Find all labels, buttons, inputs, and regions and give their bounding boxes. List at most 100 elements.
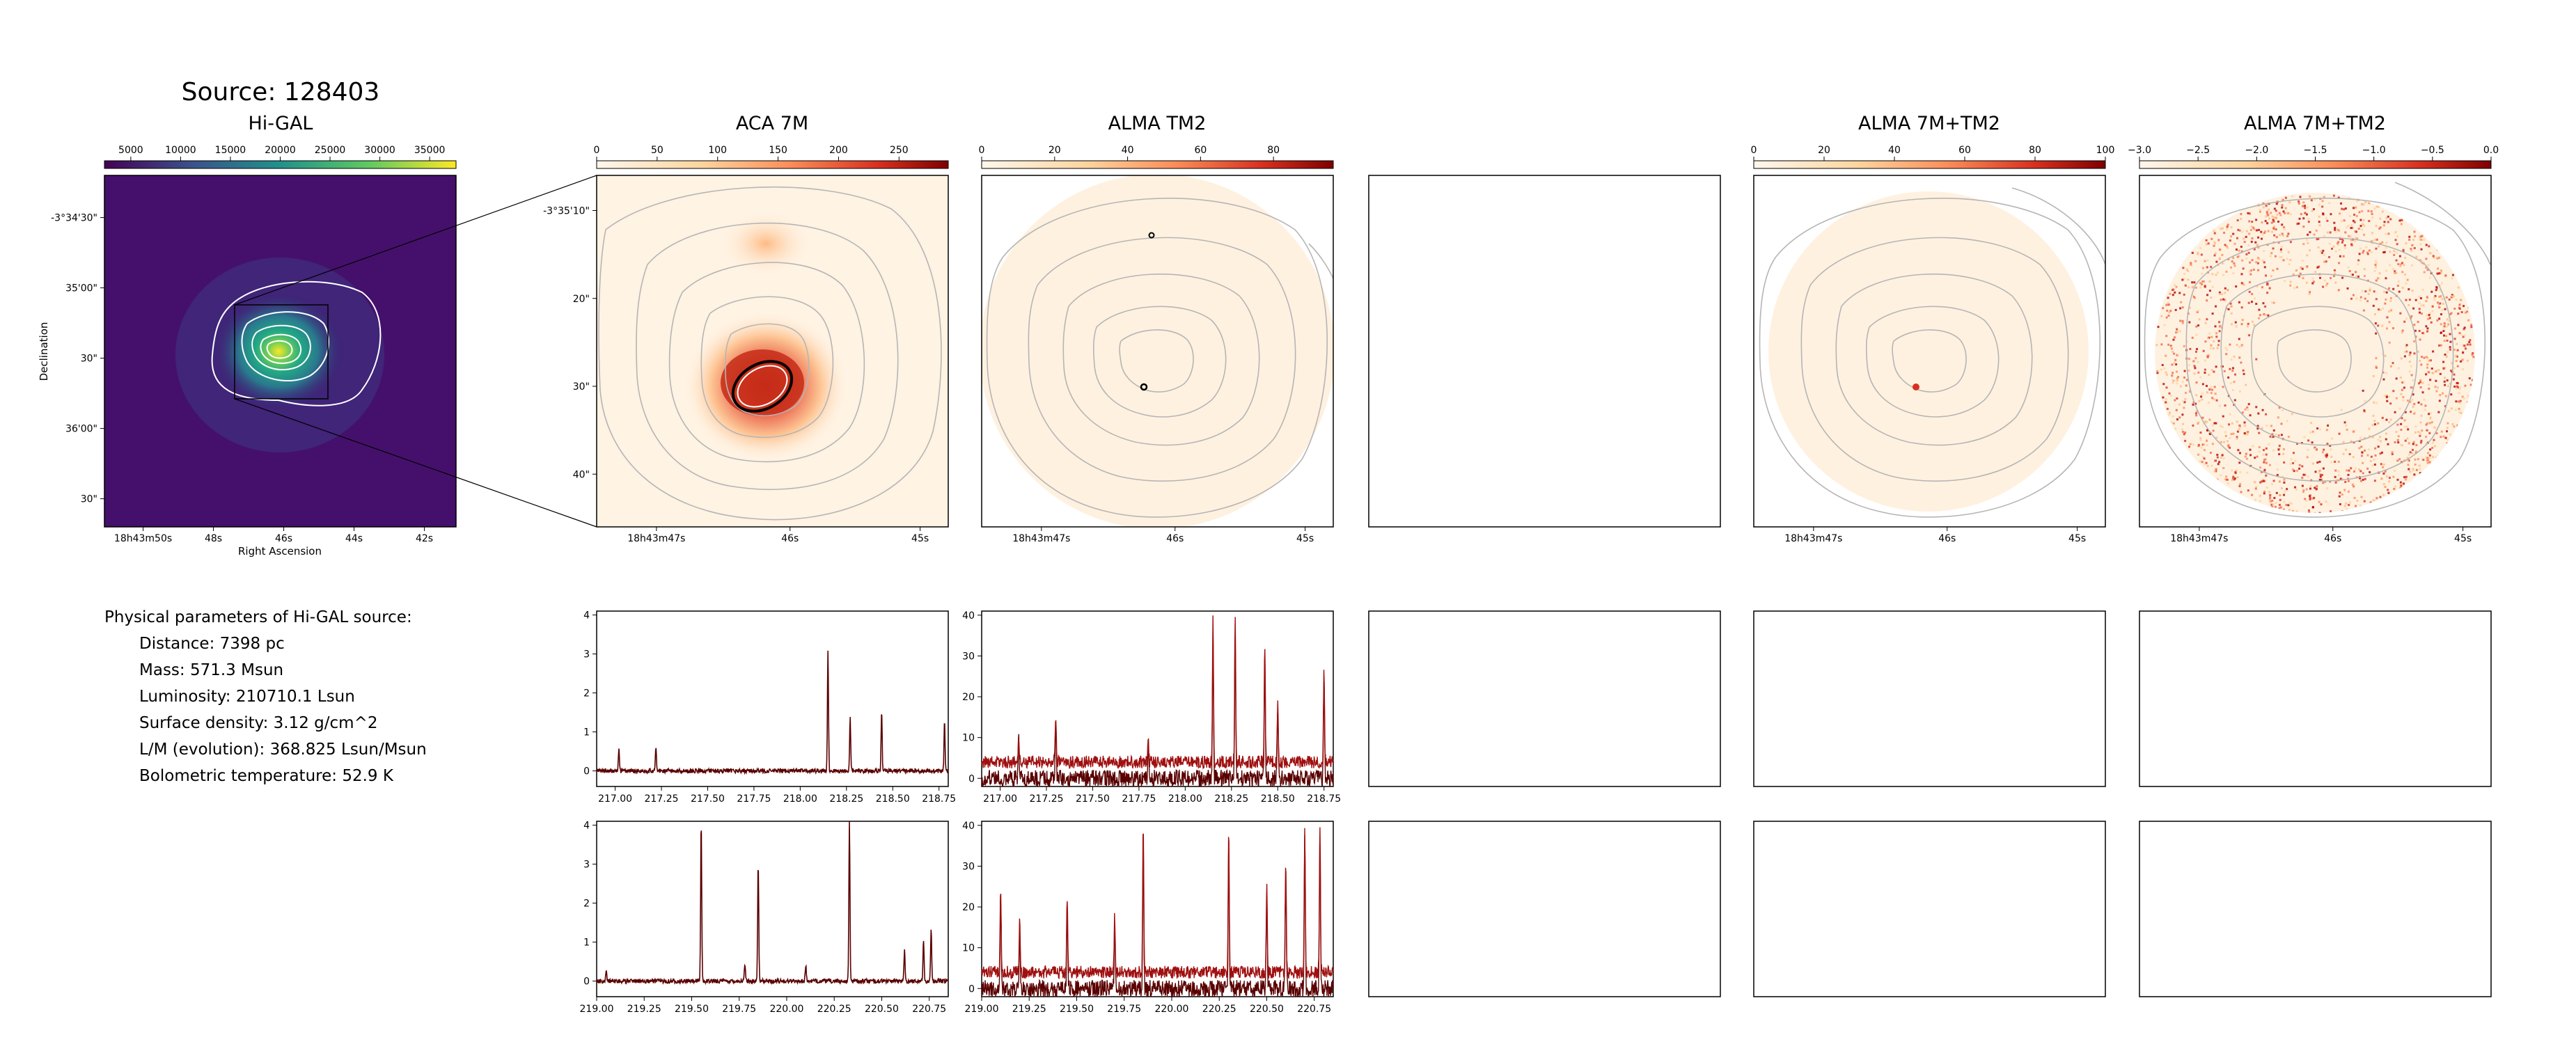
spectrum-y-tick-label: 10 <box>962 733 975 744</box>
higal-colorbar-ticks: 5000 10000 15000 20000 25000 30000 35000 <box>118 145 445 161</box>
colorbar-tick-label: 200 <box>829 145 848 156</box>
colorbar-tick-label: 250 <box>890 145 909 156</box>
spectrum-y-tick-label: 2 <box>583 899 590 910</box>
figure-title: Source: 128403 <box>182 78 380 106</box>
spectrum-x-tick-label: 218.50 <box>1261 793 1295 805</box>
zoom-line-top <box>234 175 597 306</box>
higal-y-tick-labels: -3°34'30" 35'00" 30" 36'00" 30" <box>51 213 104 505</box>
spectrum-x-tick-label: 217.25 <box>645 793 679 805</box>
x-tick-label: 46s <box>2324 533 2341 544</box>
x-tick-label: 18h43m47s <box>1784 533 1842 544</box>
spectrum-aca_spw2: 219.00 219.25 219.50 219.75 220.00 220.25 220.… <box>580 821 949 1015</box>
aca7m-y-tick-labels: -3°35'10" 20" 30" 40" <box>543 206 597 480</box>
spectrum-line <box>981 827 1334 980</box>
y-tick-label: 30" <box>81 494 97 505</box>
combined-log-colorbar <box>2139 160 2492 169</box>
x-tick-label: 46s <box>1938 533 1956 544</box>
param-surface-density: Surface density: 3.12 g/cm^2 <box>139 714 378 732</box>
combined-log-colorbar-ticks: −3.0 −2.5 −2.0 −1.5 −1.0 −0.5 0.0 <box>2128 145 2499 161</box>
spectrum-x-tick-label: 219.50 <box>675 1004 709 1015</box>
aca7m-x-tick-labels: 18h43m47s 46s 45s <box>627 527 929 544</box>
combined-log-image <box>2155 193 2475 513</box>
empty-spectrum-panel <box>1368 821 1721 997</box>
aca7m-title: ACA 7M <box>736 113 808 134</box>
x-tick-label: 48s <box>205 533 222 544</box>
param-luminosity: Luminosity: 210710.1 Lsun <box>139 688 355 706</box>
spectrum-x-tick-label: 217.75 <box>737 793 771 805</box>
colorbar-tick-label: 80 <box>2029 145 2041 156</box>
spectrum-x-tick-label: 217.50 <box>1076 793 1110 805</box>
spectrum-y-tick-label: 30 <box>962 651 975 662</box>
x-tick-label: 46s <box>275 533 292 544</box>
spectrum-tm2_spw2: 219.00 219.25 219.50 219.75 220.00 220.25 220.… <box>962 821 1334 1015</box>
y-tick-label: -3°35'10" <box>543 206 590 217</box>
combined-log-contours <box>2144 182 2491 518</box>
spectrum-y-tick-label: 40 <box>962 821 975 832</box>
x-tick-label: 44s <box>345 533 363 544</box>
spectrum-line <box>981 630 1334 788</box>
colorbar-tick-label: 40 <box>1888 145 1901 156</box>
spectrum-x-tick-label: 220.75 <box>1297 1004 1331 1015</box>
colorbar-tick-label: −1.0 <box>2362 145 2386 156</box>
colorbar-tick-label: 0 <box>1751 145 1757 156</box>
spectrum-x-tick-label: 217.00 <box>983 793 1017 805</box>
spectra-panels: 217.00 217.25 217.50 217.75 218.00 218.25 218.… <box>580 610 1342 1015</box>
colorbar-tick-label: 150 <box>769 145 787 156</box>
x-tick-label: 42s <box>416 533 433 544</box>
spectrum-x-tick-label: 217.25 <box>1030 793 1064 805</box>
tm2-image <box>982 175 1333 527</box>
higal-title: Hi-GAL <box>249 113 313 134</box>
aca7m-contours <box>598 186 942 521</box>
tm2-x-tick-labels: 18h43m47s 46s 45s <box>1012 527 1314 544</box>
spectrum-x-tick-label: 219.00 <box>580 1004 614 1015</box>
spectrum-y-tick-label: 4 <box>583 821 590 832</box>
colorbar-tick-label: 15000 <box>215 145 246 156</box>
x-tick-label: 45s <box>1296 533 1314 544</box>
colorbar-tick-label: 25000 <box>315 145 346 156</box>
y-tick-label: -3°34'30" <box>51 213 97 224</box>
spectrum-x-tick-label: 218.25 <box>1214 793 1248 805</box>
spectrum-x-tick-label: 219.75 <box>722 1004 756 1015</box>
param-distance: Distance: 7398 pc <box>139 635 285 653</box>
colorbar-tick-label: 100 <box>2096 145 2115 156</box>
x-tick-label: 18h43m47s <box>2170 533 2228 544</box>
higal-x-tick-labels: 18h43m50s 48s 46s 44s 42s <box>114 527 433 544</box>
spectrum-y-tick-label: 3 <box>583 860 590 871</box>
colorbar-tick-label: 0 <box>979 145 985 156</box>
colorbar-tick-label: 5000 <box>118 145 143 156</box>
spectrum-y-tick-label: 0 <box>968 983 975 995</box>
y-tick-label: 36'00" <box>65 424 97 435</box>
higal-ylabel: Declination <box>38 322 50 381</box>
spectrum-x-tick-label: 218.75 <box>922 793 956 805</box>
colorbar-tick-label: 50 <box>651 145 663 156</box>
colorbar-tick-label: 10000 <box>165 145 196 156</box>
combined-colorbar-ticks: 0 20 40 60 80 100 <box>1751 145 2115 161</box>
spectrum-aca_spw1: 217.00 217.25 217.50 217.75 218.00 218.25 218.… <box>583 610 956 805</box>
y-tick-label: 40" <box>573 469 590 480</box>
spectrum-y-tick-label: 2 <box>583 688 590 699</box>
spectrum-x-tick-label: 220.00 <box>1154 1004 1188 1015</box>
colorbar-tick-label: 100 <box>708 145 727 156</box>
combined-contours <box>1759 187 2105 518</box>
physical-parameters: Physical parameters of Hi-GAL source: Di… <box>104 604 427 789</box>
colorbar-tick-label: 40 <box>1122 145 1134 156</box>
combined-log-title: ALMA 7M+TM2 <box>2244 113 2386 134</box>
colorbar-tick-label: 0.0 <box>2483 145 2499 156</box>
zoom-line-bottom <box>234 398 597 528</box>
spectrum-x-tick-label: 217.00 <box>598 793 632 805</box>
spectrum-x-tick-label: 220.25 <box>817 1004 851 1015</box>
colorbar-tick-label: 20000 <box>265 145 296 156</box>
y-tick-label: 30" <box>573 381 590 393</box>
colorbar-tick-label: 20 <box>1049 145 1061 156</box>
combined-image <box>1768 191 2089 512</box>
spectrum-x-tick-label: 219.25 <box>1012 1004 1046 1015</box>
spectrum-x-tick-label: 219.75 <box>1107 1004 1141 1015</box>
empty-spectrum-panel <box>1753 821 2106 997</box>
higal-contours <box>211 280 382 406</box>
spectrum-x-tick-label: 220.75 <box>912 1004 946 1015</box>
spectrum-x-tick-label: 218.25 <box>829 793 863 805</box>
colorbar-tick-label: 30000 <box>364 145 395 156</box>
aca7m-colorbar-ticks: 0 50 100 150 200 250 <box>594 145 909 161</box>
param-l-over-m: L/M (evolution): 368.825 Lsun/Msun <box>139 741 427 759</box>
